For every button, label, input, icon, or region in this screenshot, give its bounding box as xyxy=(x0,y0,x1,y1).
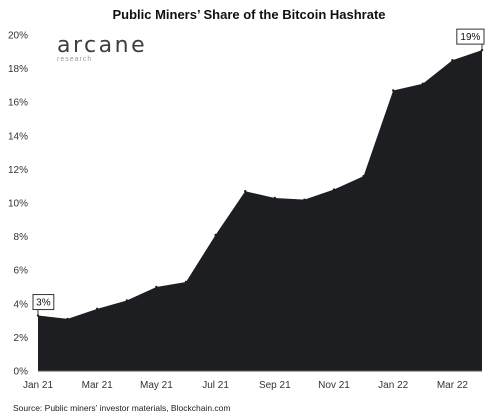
x-tick-label: May 21 xyxy=(140,380,173,391)
data-point xyxy=(214,233,217,237)
y-tick-label: 18% xyxy=(8,64,28,75)
x-tick-label: Jan 21 xyxy=(23,380,53,391)
data-point xyxy=(332,188,336,191)
data-point xyxy=(184,280,188,284)
x-tick-label: Mar 22 xyxy=(437,380,469,391)
data-point xyxy=(451,59,454,62)
chart-title: Public Miners’ Share of the Bitcoin Hash… xyxy=(112,7,386,22)
brand-name: arcane xyxy=(57,33,148,58)
x-tick-label: Nov 21 xyxy=(318,380,350,391)
callout-label: 3% xyxy=(36,298,51,309)
y-tick-label: 16% xyxy=(8,98,28,109)
brand-logo: arcane research xyxy=(57,33,148,64)
x-tick-label: Mar 21 xyxy=(82,380,114,391)
callout-box xyxy=(32,294,55,311)
x-tick-label: Jan 22 xyxy=(378,380,408,391)
y-tick-label: 14% xyxy=(8,131,28,142)
x-tick-label: Jul 21 xyxy=(202,380,229,391)
data-point xyxy=(244,190,247,193)
callout-label: 19% xyxy=(460,32,480,43)
y-tick-label: 6% xyxy=(14,266,29,277)
y-tick-label: 0% xyxy=(14,367,29,378)
data-point xyxy=(273,196,276,200)
data-point xyxy=(155,285,158,289)
brand-subtitle: research xyxy=(57,56,93,63)
data-point xyxy=(66,317,69,321)
data-point xyxy=(392,89,395,92)
y-tick-label: 2% xyxy=(14,333,29,344)
y-tick-label: 20% xyxy=(8,31,28,42)
data-point xyxy=(96,307,99,311)
hashrate-area xyxy=(38,50,482,372)
data-point xyxy=(125,299,128,302)
data-point xyxy=(303,198,306,201)
y-tick-label: 10% xyxy=(8,199,28,210)
x-tick-label: Sep 21 xyxy=(259,380,291,391)
y-tick-label: 8% xyxy=(14,232,29,243)
y-tick-label: 4% xyxy=(14,299,29,310)
callout-box xyxy=(456,28,485,45)
data-point xyxy=(421,82,424,85)
y-tick-label: 12% xyxy=(8,165,28,176)
data-point xyxy=(362,174,365,178)
chart-source: Source: Public miners’ investor material… xyxy=(13,403,231,413)
